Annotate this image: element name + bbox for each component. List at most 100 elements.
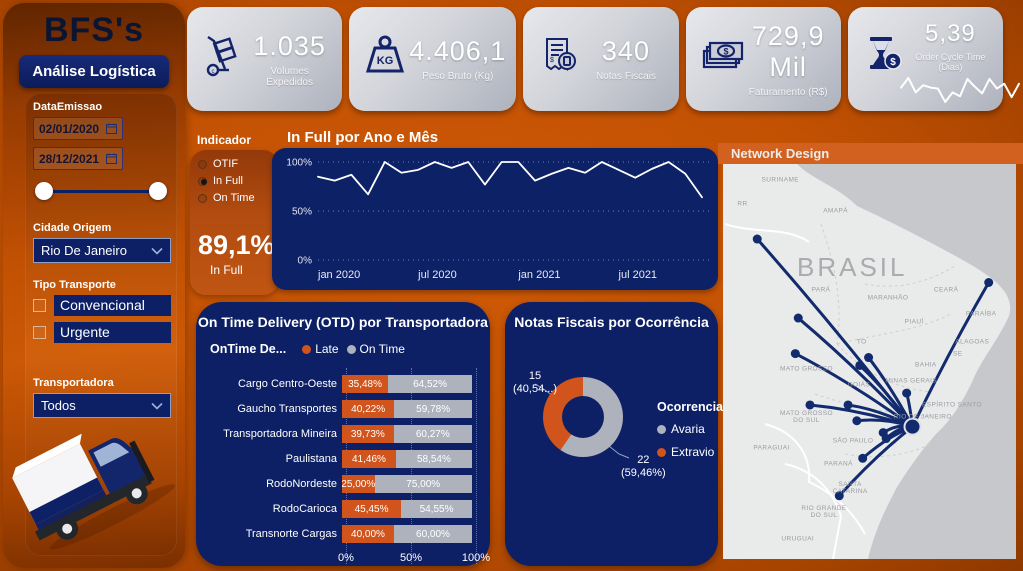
otd-category-label: Transnorte Cargas (245, 528, 337, 540)
radio-circle[interactable] (198, 193, 207, 203)
otd-category-label: Transportadora Mineira (223, 428, 337, 440)
otd-x-tick: 0% (338, 552, 354, 564)
kpi-card-notas[interactable]: $ 340 Notas Fiscais (523, 7, 679, 111)
otd-segment-late[interactable]: 41,46% (342, 450, 396, 468)
otd-segment-on-time[interactable]: 54,55% (401, 500, 472, 518)
weight-kg-icon: KG (366, 35, 405, 73)
kpi-value: 340 (601, 36, 650, 66)
kpi-card-volumes[interactable]: c 1.035 Volumes Expedidos (187, 7, 343, 111)
svg-text:$: $ (890, 57, 896, 68)
sidebar: BFS's Análise Logística DataEmissao 02/0… (3, 3, 185, 568)
otd-category-label: RodoCarioca (272, 503, 337, 515)
calendar-icon (106, 153, 117, 164)
svg-text:jul 2020: jul 2020 (417, 269, 457, 281)
network-design-map[interactable]: BRASIL SURINAME RR AMAPÁ PARÁ MARANHÃO CEARÁ P… (723, 164, 1016, 559)
slider-track[interactable] (43, 190, 159, 193)
checkbox-label: Convencional (54, 295, 171, 316)
legend-dot-avaria (657, 424, 666, 434)
svg-text:$: $ (723, 47, 728, 57)
otd-category-label: Paulistana (285, 453, 337, 465)
legend-label-late[interactable]: Late (315, 342, 339, 356)
carrier-dropdown-value: Todos (41, 398, 76, 413)
otd-segment-on-time[interactable]: 60,27% (393, 425, 472, 443)
radio-circle[interactable] (198, 159, 207, 169)
svg-text:jan 2021: jan 2021 (517, 269, 560, 281)
indicator-value-label: In Full (210, 263, 243, 277)
otd-segment-on-time[interactable]: 75,00% (374, 475, 472, 493)
legend-item-avaria[interactable]: Avaria (657, 422, 723, 436)
legend-label-ontime[interactable]: On Time (359, 342, 405, 356)
chevron-down-icon (151, 402, 163, 410)
carrier-dropdown[interactable]: Todos (33, 393, 171, 418)
donut-legend-title: Ocorrencia (657, 400, 724, 414)
checkbox-label: Urgente (54, 322, 171, 343)
date-from-value: 02/01/2020 (39, 121, 100, 136)
kpi-label: Faturamento (R$) (748, 86, 828, 98)
date-filter-label: DataEmissao (33, 101, 103, 113)
line-chart-title: In Full por Ano e Mês (287, 129, 439, 146)
otd-segment-late[interactable]: 25,00% (342, 475, 375, 493)
svg-text:0%: 0% (298, 256, 313, 267)
radio-label: On Time (213, 192, 255, 204)
radio-otif[interactable]: OTIF (196, 158, 273, 170)
gridline (476, 368, 477, 564)
checkbox-urgente[interactable]: Urgente (33, 322, 177, 343)
otd-segment-on-time[interactable]: 64,52% (388, 375, 472, 393)
otd-segment-late[interactable]: 45,45% (342, 500, 402, 518)
otd-segment-on-time[interactable]: 58,54% (395, 450, 472, 468)
otd-category-label: Cargo Centro-Oeste (237, 378, 337, 390)
otd-row: Transnorte Cargas 40,00% 60,00% (206, 524, 478, 544)
radio-label: OTIF (213, 158, 239, 170)
otd-segment-late[interactable]: 35,48% (342, 375, 389, 393)
in-full-line-chart[interactable]: 0% 50% 100% jan 2020 jul 2020 jan 2021 jul 202… (272, 148, 718, 290)
legend-item-extravio[interactable]: Extravio (657, 445, 723, 459)
otd-bar: 40,22% 59,78% (342, 400, 472, 418)
city-dropdown[interactable]: Rio De Janeiro (33, 238, 171, 263)
date-to-field[interactable]: 28/12/2021 (33, 147, 123, 170)
otd-segment-on-time[interactable]: 59,78% (394, 400, 472, 418)
otd-bar: 35,48% 64,52% (342, 375, 472, 393)
svg-text:jul 2021: jul 2021 (618, 269, 658, 281)
transport-type-label: Tipo Transporte (33, 279, 116, 291)
otd-bar: 25,00% 75,00% (342, 475, 472, 493)
otd-title: On Time Delivery (OTD) por Transportador… (198, 314, 488, 330)
legend-dot-late (302, 344, 312, 354)
city-filter-label: Cidade Origem (33, 222, 112, 234)
kpi-value: 4.406,1 (409, 36, 507, 66)
kpi-card-peso[interactable]: KG 4.406,1 Peso Bruto (Kg) (349, 7, 517, 111)
donut-hole (562, 396, 604, 438)
kpi-value: 1.035 (253, 30, 326, 61)
kpi-card-cycle-time[interactable]: $ 5,39 Order Cycle Time (Dias) (847, 7, 1020, 111)
otd-x-tick: 100% (461, 552, 491, 564)
date-from-field[interactable]: 02/01/2020 (33, 117, 123, 140)
brand-title: BFS's (44, 11, 144, 49)
otd-legend-title: OnTime De... (210, 342, 287, 356)
cycle-time-sparkline (899, 77, 1020, 103)
kpi-label: Peso Bruto (Kg) (422, 71, 494, 82)
otd-bars: Cargo Centro-Oeste 35,48% 64,52% Gaucho Tra… (206, 374, 478, 549)
slider-handle-start[interactable] (35, 182, 53, 200)
checkbox-box[interactable] (33, 299, 46, 312)
otd-segment-late[interactable]: 39,73% (342, 425, 394, 443)
line-chart-panel[interactable]: 0% 50% 100% jan 2020 jul 2020 jan 2021 jul 202… (272, 148, 718, 290)
otd-segment-on-time[interactable]: 60,00% (394, 525, 472, 543)
otd-segment-late[interactable]: 40,00% (342, 525, 394, 543)
otd-segment-late[interactable]: 40,22% (342, 400, 395, 418)
radio-in-full[interactable]: In Full (196, 175, 273, 187)
kpi-value: 5,39 (925, 20, 976, 47)
checkbox-box[interactable] (33, 326, 46, 339)
donut-panel: Notas Fiscais por Ocorrência 15 (40,54..… (505, 302, 723, 566)
otd-row: Paulistana 41,46% 58,54% (206, 449, 478, 469)
date-range-slider (35, 180, 167, 202)
brazil-map: BRASIL (725, 164, 1011, 559)
otd-category-label: RodoNordeste (266, 478, 337, 490)
brand-subtitle-badge: Análise Logística (19, 55, 169, 88)
kpi-card-faturamento[interactable]: $ 729,9 Mil Faturamento (R$) (685, 7, 841, 111)
radio-on-time[interactable]: On Time (196, 192, 273, 204)
slider-handle-end[interactable] (149, 182, 167, 200)
legend-label-extravio: Extravio (671, 445, 715, 459)
radio-circle-selected[interactable] (198, 176, 207, 186)
indicator-value: 89,1% (198, 230, 275, 260)
checkbox-convencional[interactable]: Convencional (33, 295, 177, 316)
